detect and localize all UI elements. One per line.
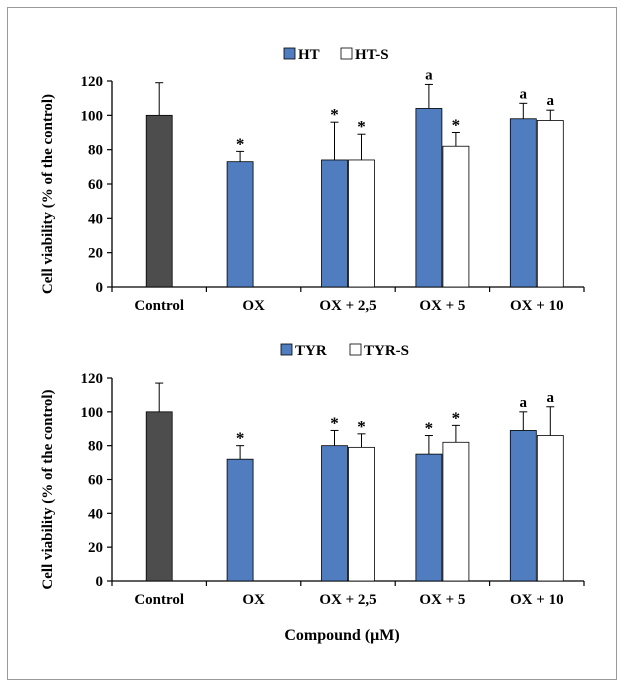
y-tick-label: 100 [81, 108, 104, 124]
bar-tyr-2 [321, 445, 348, 582]
y-tick-label: 20 [88, 540, 103, 556]
bar-ht-1 [226, 161, 254, 288]
annotation-ht-s-2: * [357, 117, 366, 136]
bar-tyr-s-3 [442, 441, 470, 582]
y-tick-label: 100 [81, 405, 104, 421]
annotation-tyr-4: a [520, 395, 528, 411]
y-tick-label: 60 [88, 177, 103, 193]
annotation-ht-4: a [520, 86, 528, 102]
bar-ht-3 [415, 108, 443, 288]
bar-control [145, 114, 173, 288]
y-tick-label: 60 [88, 473, 103, 489]
x-tick-label: Control [134, 298, 184, 314]
bar-ht-s-2 [348, 159, 375, 288]
y-axis-label: Cell viability (% of the control) [40, 389, 56, 589]
y-tick-label: 80 [88, 143, 103, 159]
annotation-ht-1: * [236, 134, 245, 153]
bar-ht-s-3 [442, 145, 470, 288]
x-tick-label: OX [242, 592, 265, 608]
y-tick-label: 80 [88, 439, 103, 455]
x-tick-label: OX + 10 [510, 592, 564, 608]
x-tick-label: OX + 2,5 [319, 592, 376, 608]
bar-ht-s-4 [536, 120, 564, 288]
y-tick-label: 120 [81, 74, 104, 90]
x-tick-label: OX + 10 [510, 298, 564, 314]
legend-label-tyr: TYR [295, 343, 327, 359]
annotation-tyr-s-2: * [357, 417, 366, 436]
bar-tyr-s-2 [348, 446, 375, 582]
annotation-ht-s-4: a [547, 93, 555, 109]
legend-label-tyr-s: TYR-S [364, 343, 409, 359]
x-tick-label: OX + 5 [419, 592, 465, 608]
bar-tyr-4 [509, 430, 537, 582]
x-tick-label: OX + 2,5 [319, 298, 376, 314]
annotation-ht-3: a [425, 67, 433, 83]
y-tick-label: 20 [88, 246, 103, 262]
figure-frame [7, 7, 617, 680]
x-axis-label: Compound (μM) [284, 627, 399, 644]
y-tick-label: 40 [88, 506, 103, 522]
y-tick-label: 0 [96, 280, 104, 296]
bar-tyr-3 [415, 453, 443, 582]
annotation-ht-s-3: * [452, 116, 461, 135]
legend-label-ht-s: HT-S [355, 47, 389, 63]
y-tick-label: 120 [81, 371, 104, 387]
bar-ht-4 [509, 118, 537, 288]
legend-swatch-ht-s [340, 47, 353, 60]
annotation-tyr-1: * [236, 429, 245, 448]
y-tick-label: 0 [96, 574, 104, 590]
annotation-tyr-s-4: a [547, 390, 555, 406]
annotation-tyr-s-3: * [452, 408, 461, 427]
annotation-ht-2: * [330, 105, 339, 124]
bar-ht-2 [321, 159, 348, 288]
legend-swatch-tyr [280, 343, 293, 356]
x-tick-label: OX + 5 [419, 298, 465, 314]
bar-tyr-1 [226, 458, 254, 582]
annotation-tyr-3: * [425, 419, 434, 438]
legend-label-ht: HT [298, 47, 320, 63]
x-tick-label: OX [242, 298, 265, 314]
y-axis-label: Cell viability (% of the control) [40, 94, 56, 294]
annotation-tyr-2: * [330, 413, 339, 432]
legend-swatch-tyr-s [349, 343, 362, 356]
bar-tyr-s-4 [536, 435, 564, 582]
x-tick-label: Control [134, 592, 184, 608]
bar-control [145, 411, 173, 582]
legend-swatch-ht [283, 47, 296, 60]
y-tick-label: 40 [88, 211, 103, 227]
